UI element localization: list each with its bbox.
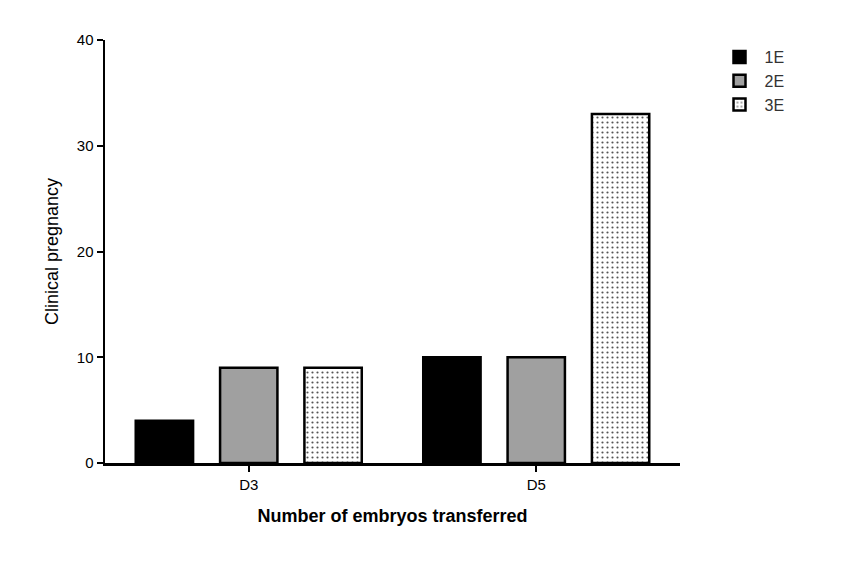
svg-text:D5: D5 bbox=[527, 476, 546, 493]
svg-text:30: 30 bbox=[77, 137, 94, 154]
svg-text:1E: 1E bbox=[765, 49, 785, 66]
svg-text:Clinical pregnancy: Clinical pregnancy bbox=[42, 178, 62, 325]
svg-text:2E: 2E bbox=[765, 73, 785, 90]
svg-text:D3: D3 bbox=[239, 476, 258, 493]
svg-text:20: 20 bbox=[77, 243, 94, 260]
svg-text:10: 10 bbox=[77, 349, 94, 366]
svg-text:40: 40 bbox=[77, 31, 94, 48]
svg-text:0: 0 bbox=[85, 454, 93, 471]
svg-text:3E: 3E bbox=[765, 97, 785, 114]
svg-text:Number of embryos transferred: Number of embryos transferred bbox=[257, 506, 527, 526]
